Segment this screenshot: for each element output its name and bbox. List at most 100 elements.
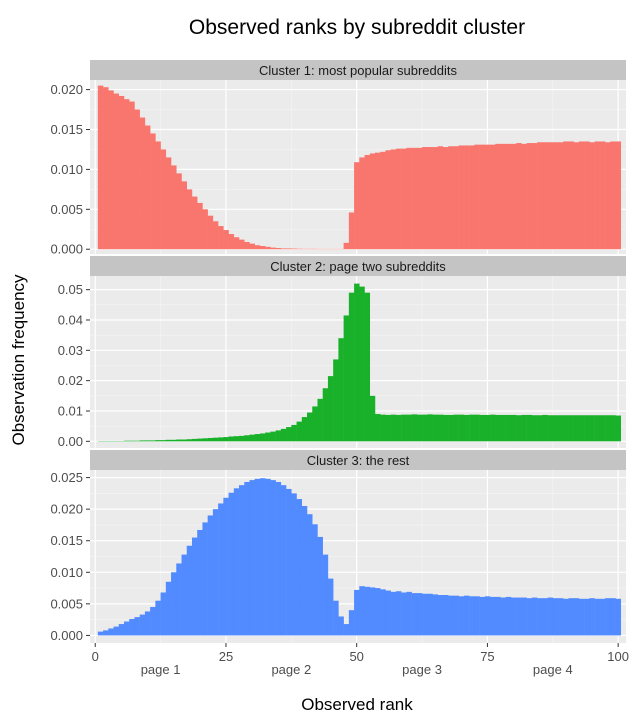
bar (296, 499, 303, 636)
bar (448, 414, 454, 442)
bar (191, 196, 198, 250)
bar (354, 589, 360, 636)
bar (228, 436, 235, 442)
bar (558, 415, 564, 442)
bar (186, 439, 193, 442)
bar (275, 248, 282, 250)
bar (521, 597, 527, 636)
bar (500, 143, 506, 250)
bar (484, 144, 491, 250)
bar (385, 590, 391, 636)
bar (223, 437, 229, 442)
bar (129, 619, 135, 636)
bar (176, 439, 182, 442)
bar (390, 149, 397, 250)
bar (155, 141, 161, 250)
bar (207, 437, 214, 442)
bar (307, 412, 313, 442)
bar (202, 522, 208, 636)
bar (432, 594, 438, 636)
page-label: page 4 (533, 662, 573, 677)
bar (552, 598, 559, 636)
bar (584, 598, 590, 636)
bar (453, 414, 459, 442)
bar (599, 598, 606, 636)
panel-strip (90, 60, 626, 80)
bar (526, 143, 533, 250)
bar (270, 247, 276, 250)
bar (348, 292, 355, 442)
x-tick-label: 25 (219, 649, 233, 664)
bar (495, 143, 501, 250)
bar (280, 248, 287, 250)
bar (448, 595, 454, 636)
page-label: page 3 (402, 662, 442, 677)
bar (558, 598, 564, 636)
bar (432, 147, 438, 250)
bar (139, 614, 146, 636)
bar (254, 245, 261, 250)
bar (265, 478, 271, 636)
bar (542, 598, 548, 636)
bar (286, 427, 292, 442)
bar (291, 493, 297, 636)
y-tick-label: 0.015 (50, 533, 83, 548)
bar (495, 414, 501, 442)
bar (610, 415, 616, 442)
bar (364, 586, 371, 636)
bar (348, 610, 355, 636)
bar (411, 593, 418, 636)
bar (589, 598, 595, 636)
bar (118, 624, 125, 636)
bar (380, 151, 386, 250)
bar (275, 481, 282, 636)
bar (212, 509, 219, 636)
bar (160, 149, 167, 250)
bar (123, 440, 130, 442)
y-tick-label: 0.02 (58, 373, 83, 388)
x-axis-title: Observed rank (301, 695, 413, 714)
bar (233, 436, 240, 442)
bar (354, 283, 360, 442)
bar (568, 415, 574, 442)
bar (191, 537, 198, 636)
bar (207, 215, 214, 250)
bar (223, 230, 229, 250)
bar (573, 598, 580, 636)
page-label: page 1 (141, 662, 181, 677)
bar (469, 145, 475, 250)
bar (505, 143, 512, 250)
bar (484, 414, 491, 442)
bar (563, 598, 569, 636)
y-tick-label: 0.03 (58, 343, 83, 358)
bar (244, 481, 250, 636)
bar (197, 529, 203, 636)
bar (547, 415, 554, 442)
bar (584, 415, 590, 442)
bar (605, 142, 611, 250)
bar (239, 239, 245, 250)
bar (374, 588, 381, 636)
bar (568, 141, 574, 250)
bar (249, 480, 255, 636)
bar (594, 598, 601, 636)
bar (338, 338, 344, 442)
bar (327, 376, 334, 442)
bar (458, 596, 465, 636)
bar (144, 125, 151, 250)
x-tick-label: 0 (92, 649, 99, 664)
bar (510, 414, 517, 442)
y-tick-label: 0.000 (50, 242, 83, 257)
panel-strip (90, 450, 626, 470)
bar (401, 592, 407, 636)
bar (286, 248, 292, 250)
bar (552, 415, 559, 442)
bar (442, 414, 449, 442)
bar (479, 596, 486, 636)
bar (495, 596, 501, 636)
bar (380, 589, 386, 636)
bar (432, 414, 438, 442)
bar (202, 438, 208, 442)
bar (103, 87, 109, 250)
bar (500, 597, 506, 636)
